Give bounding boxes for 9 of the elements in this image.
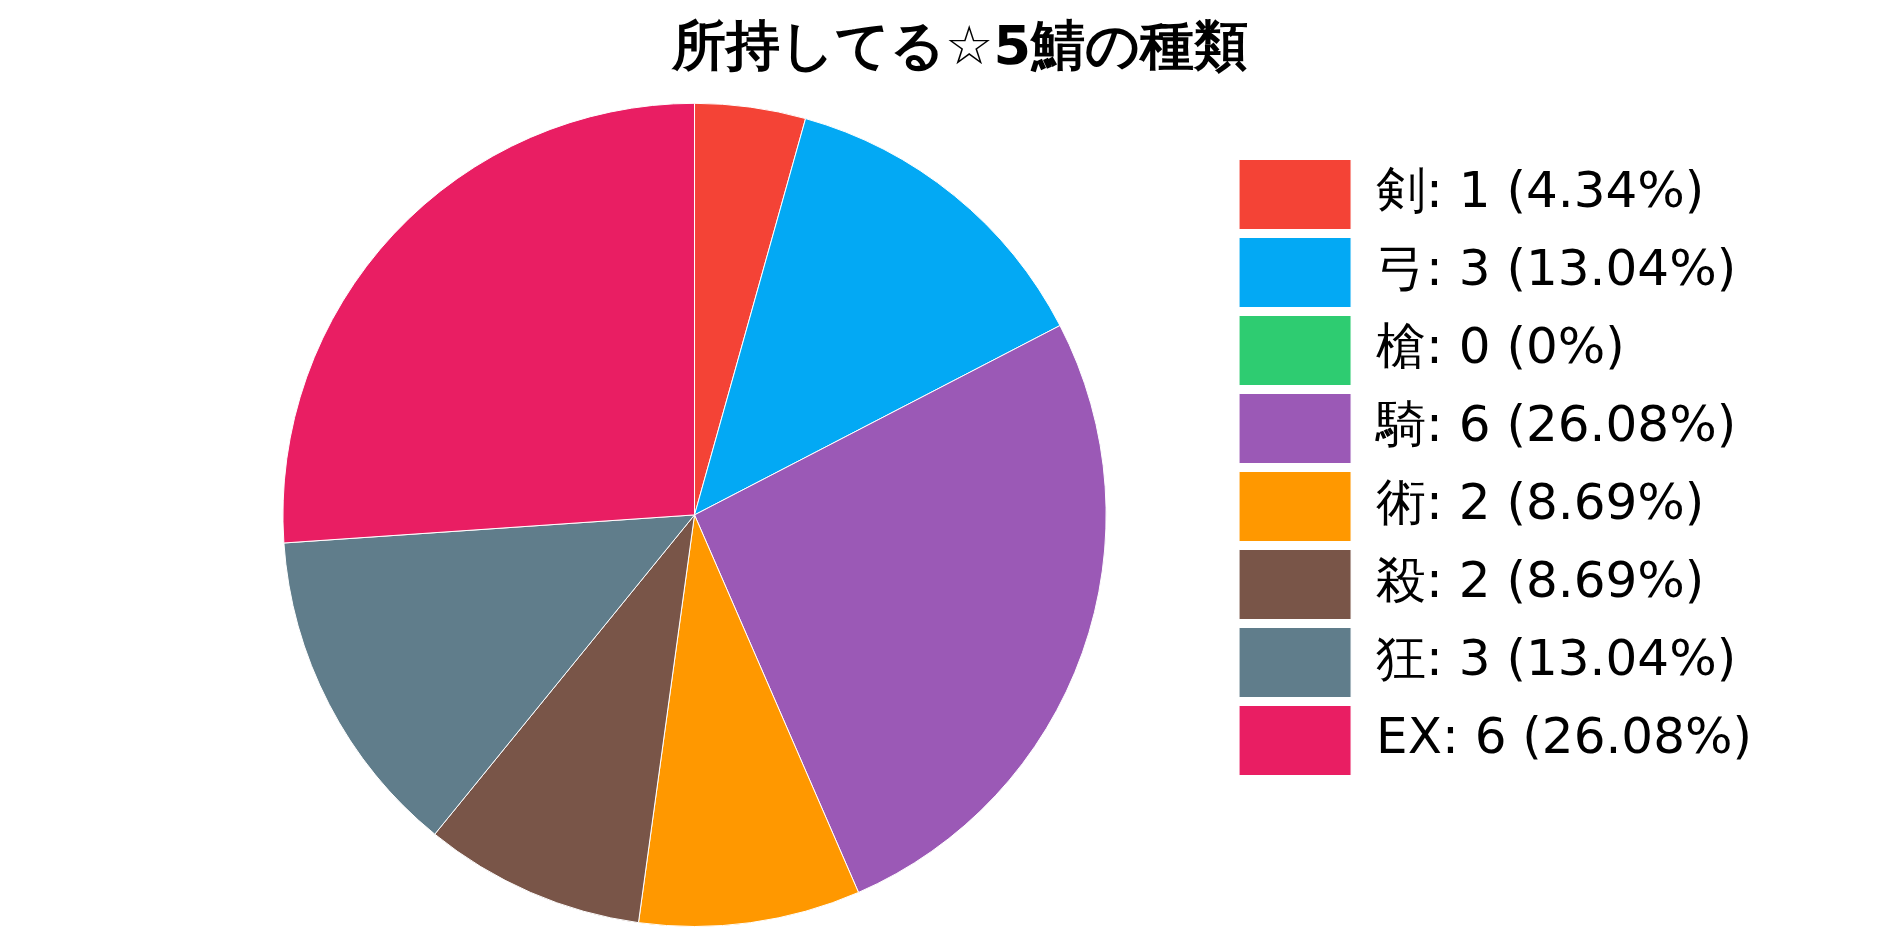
legend-label: 術: 2 (8.69%): [1376, 473, 1705, 532]
legend-label: 狂: 3 (13.04%): [1376, 629, 1737, 688]
legend-label: 剣: 1 (4.34%): [1376, 161, 1705, 220]
legend-label: 弓: 3 (13.04%): [1376, 239, 1737, 298]
legend-label: 騎: 6 (26.08%): [1375, 395, 1737, 454]
legend-label: 槍: 0 (0%): [1376, 317, 1625, 376]
legend-label: EX: 6 (26.08%): [1376, 707, 1752, 766]
legend-label: 殺: 2 (8.69%): [1376, 551, 1705, 610]
chart-title: 所持してる☆5鯖の種類: [671, 14, 1248, 78]
